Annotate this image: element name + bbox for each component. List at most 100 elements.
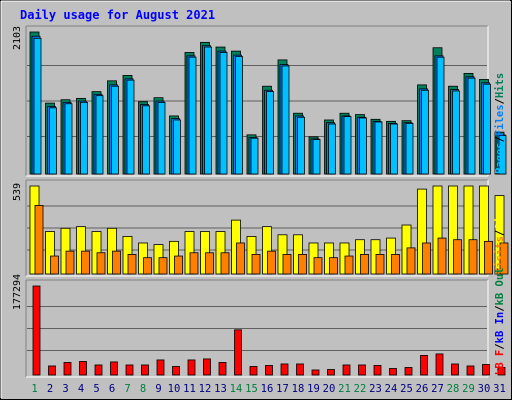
bar-kb-f-day-13 bbox=[218, 362, 227, 376]
x-tick-label-11: 11 bbox=[183, 383, 196, 395]
legend-item-4: kB Out bbox=[494, 268, 506, 306]
x-tick-label-18: 18 bbox=[292, 383, 305, 395]
legend-item-0: kB F bbox=[494, 350, 506, 375]
bar-pages-day-16 bbox=[266, 91, 274, 175]
bar-kb-f-day-28 bbox=[451, 363, 459, 376]
bar-kb-f-day-30 bbox=[482, 364, 490, 376]
bar-pages-day-9 bbox=[157, 102, 166, 175]
bar-kb-f-day-3 bbox=[63, 362, 72, 376]
bar-sites-day-14 bbox=[236, 242, 245, 275]
bar-kb-f-day-16 bbox=[265, 365, 273, 376]
bar-kb-f-day-8 bbox=[141, 364, 149, 376]
bar-sites-day-28 bbox=[453, 239, 462, 275]
bar-sites-day-1 bbox=[34, 205, 44, 275]
x-tick-label-4: 4 bbox=[78, 383, 84, 395]
x-tick-label-20: 20 bbox=[323, 383, 336, 395]
bar-kb-f-day-22 bbox=[358, 364, 366, 376]
x-tick-label-8: 8 bbox=[140, 383, 146, 395]
bar-pages-day-31 bbox=[498, 135, 507, 175]
bar-sites-day-30 bbox=[484, 240, 493, 275]
bar-sites-day-29 bbox=[468, 239, 478, 275]
bar-kb-f-day-4 bbox=[79, 361, 87, 376]
bar-sites-day-7 bbox=[127, 254, 137, 275]
bar-kb-f-day-9 bbox=[156, 359, 165, 376]
x-tick-label-25: 25 bbox=[400, 383, 413, 395]
bar-kb-f-day-12 bbox=[203, 358, 211, 376]
bar-kb-f-day-21 bbox=[342, 364, 351, 376]
bar-kb-f-day-7 bbox=[125, 364, 134, 376]
bar-kb-f-day-31 bbox=[497, 367, 506, 376]
bar-pages-day-14 bbox=[235, 56, 243, 175]
bar-kb-f-day-26 bbox=[420, 355, 428, 376]
bar-pages-day-10 bbox=[173, 119, 181, 175]
legend-item-1: / bbox=[494, 136, 506, 142]
bar-kb-f-day-1 bbox=[32, 285, 41, 376]
x-tick-label-7: 7 bbox=[124, 383, 130, 395]
bar-sites-day-18 bbox=[298, 254, 307, 275]
x-tick-label-26: 26 bbox=[416, 383, 429, 395]
bar-sites-day-20 bbox=[329, 257, 338, 275]
bar-kb-f-day-6 bbox=[110, 361, 118, 376]
x-tick-label-30: 30 bbox=[478, 383, 491, 395]
x-tick-label-12: 12 bbox=[199, 383, 212, 395]
bar-visits-day-29 bbox=[463, 185, 474, 275]
bar-sites-day-6 bbox=[112, 250, 121, 275]
x-tick-label-24: 24 bbox=[385, 383, 398, 395]
x-tick-label-9: 9 bbox=[155, 383, 161, 395]
bar-kb-f-day-29 bbox=[466, 365, 475, 376]
hits-legend: Pages/Files/Hits bbox=[494, 73, 506, 174]
legend-item-4: Hits bbox=[494, 73, 506, 98]
bar-sites-day-31 bbox=[499, 242, 509, 275]
bar-sites-day-23 bbox=[375, 254, 385, 275]
x-tick-label-5: 5 bbox=[93, 383, 99, 395]
x-tick-label-21: 21 bbox=[338, 383, 351, 395]
bar-pages-day-4 bbox=[80, 102, 88, 175]
bar-visits-day-27 bbox=[432, 185, 443, 275]
bar-pages-day-6 bbox=[111, 85, 119, 175]
bar-pages-day-8 bbox=[142, 105, 150, 175]
bar-kb-f-day-17 bbox=[280, 363, 289, 376]
bar-pages-day-25 bbox=[405, 122, 414, 175]
bar-sites-day-9 bbox=[158, 257, 168, 275]
chart-title: Daily usage for August 2021 bbox=[20, 8, 215, 22]
legend-item-0: Visits bbox=[494, 236, 506, 274]
bar-kb-f-day-18 bbox=[296, 363, 304, 376]
bar-sites-day-22 bbox=[360, 254, 369, 275]
bar-pages-day-5 bbox=[95, 95, 104, 175]
x-tick-label-23: 23 bbox=[369, 383, 382, 395]
bar-kb-f-day-11 bbox=[187, 359, 196, 376]
bar-visits-day-16 bbox=[262, 226, 272, 275]
bar-sites-day-27 bbox=[437, 237, 447, 275]
bar-pages-day-22 bbox=[359, 117, 367, 175]
legend-item-3: / bbox=[494, 98, 506, 104]
legend-item-2: kB In bbox=[494, 312, 506, 344]
bar-sites-day-17 bbox=[282, 254, 292, 275]
bar-pages-day-12 bbox=[204, 46, 212, 175]
x-tick-label-13: 13 bbox=[214, 383, 227, 395]
bar-sites-day-12 bbox=[205, 252, 214, 275]
x-axis-day-labels: 1 2 3 4 5 6 7 8 9 10 11 12 13 14 15 16 17 18 19 20 21 22 23 24 2… bbox=[31, 383, 505, 395]
bar-kb-f-day-14 bbox=[234, 329, 242, 376]
bar-sites-day-13 bbox=[220, 252, 230, 275]
bar-sites-day-16 bbox=[267, 250, 276, 275]
kbytes-panel bbox=[25, 279, 506, 378]
bar-kb-f-day-10 bbox=[172, 366, 180, 376]
bar-sites-day-26 bbox=[422, 242, 431, 275]
bar-pages-day-1 bbox=[33, 37, 42, 175]
x-tick-label-14: 14 bbox=[230, 383, 243, 395]
bar-sites-day-11 bbox=[189, 252, 199, 275]
bar-pages-day-7 bbox=[126, 79, 135, 175]
x-tick-label-6: 6 bbox=[109, 383, 115, 395]
bar-kb-f-day-15 bbox=[249, 366, 258, 376]
bar-visits-day-28 bbox=[448, 185, 458, 275]
panel-hits-y-max-label: 2103 bbox=[12, 26, 23, 50]
legend-item-0: Pages bbox=[494, 142, 506, 174]
legend-item-1: / bbox=[494, 230, 506, 236]
bar-visits-day-2 bbox=[45, 231, 55, 275]
bar-visits-day-31 bbox=[494, 195, 505, 275]
bar-pages-day-28 bbox=[452, 90, 460, 175]
x-tick-label-15: 15 bbox=[245, 383, 258, 395]
bar-sites-day-8 bbox=[143, 257, 152, 275]
legend-text: kB F/kB In/kB Out bbox=[494, 268, 506, 376]
x-tick-label-2: 2 bbox=[47, 383, 53, 395]
